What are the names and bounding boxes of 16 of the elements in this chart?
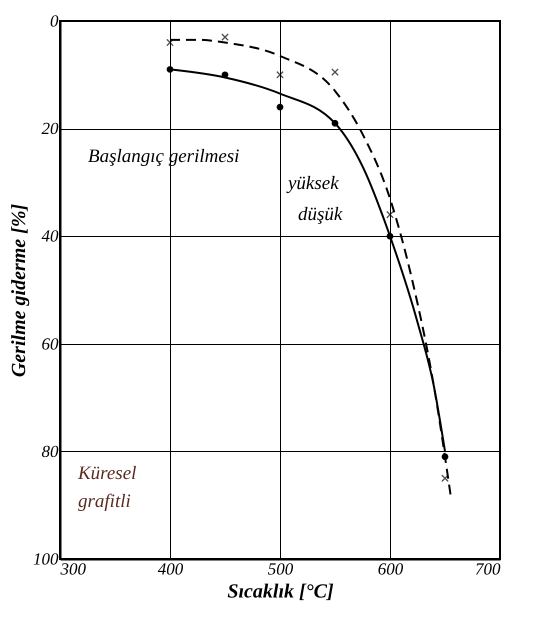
annotation: Küresel grafitli [77,463,136,512]
x-tick-label: 400 [158,560,184,578]
x-axis-title: Sıcaklık [°C] [227,580,334,602]
y-axis-title: Gerilme giderme [%] [8,204,30,378]
x-tick-label: 700 [475,560,501,578]
y-tick-label: 80 [42,442,59,461]
x-tick-label: 300 [60,560,86,578]
annotation: düşük [298,204,343,225]
y-tick-label: 0 [50,12,59,30]
x-tick-label: 600 [378,560,404,578]
y-tick-label: 100 [33,550,59,568]
y-tick-label: 40 [42,226,59,246]
x-tick-label: 500 [268,560,294,578]
annotation: yüksek [286,173,340,194]
y-tick-label: 20 [42,119,59,138]
y-tick-label: 60 [42,334,59,354]
